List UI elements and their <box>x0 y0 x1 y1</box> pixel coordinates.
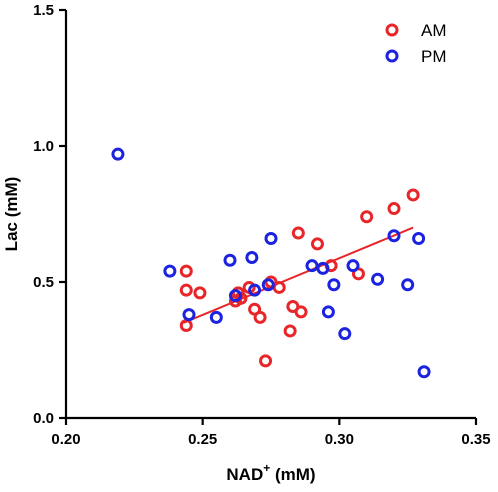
am-data-point <box>179 283 193 297</box>
pm-data-point <box>316 261 330 275</box>
pm-data-point <box>338 327 352 341</box>
y-axis-title: Lac (mM) <box>2 177 21 252</box>
am-data-point <box>360 210 374 224</box>
am-data-point <box>283 324 297 338</box>
pm-data-point <box>261 278 275 292</box>
am-data-point <box>406 188 420 202</box>
y-tick-label: 1.5 <box>33 2 54 19</box>
ticks: 0.20 0.25 0.30 0.35 0.0 0.5 1.0 1.5 <box>33 2 490 448</box>
am-data-point <box>272 280 286 294</box>
am-fit-line <box>183 226 414 324</box>
pm-data-point <box>223 253 237 267</box>
am-data-point <box>310 237 324 251</box>
pm-data-point <box>228 289 242 303</box>
x-tick-label: 0.20 <box>51 431 80 448</box>
x-axis-title-unit: (mM) <box>270 465 315 484</box>
pm-data-point <box>371 272 385 286</box>
y-tick-label: 0.0 <box>33 410 54 427</box>
y-tick-label: 1.0 <box>33 138 54 155</box>
am-data-point <box>291 226 305 240</box>
legend-am-label: AM <box>421 21 447 40</box>
legend-pm-label: PM <box>421 47 447 66</box>
points <box>111 147 431 379</box>
pm-data-point <box>163 264 177 278</box>
pm-data-point <box>248 283 262 297</box>
pm-data-point <box>264 231 278 245</box>
pm-data-point <box>346 259 360 273</box>
fit-line-group <box>183 226 414 324</box>
pm-data-point <box>417 365 431 379</box>
am-data-point <box>387 202 401 216</box>
pm-data-point <box>401 278 415 292</box>
pm-data-point <box>209 310 223 324</box>
x-tick-label: 0.25 <box>188 431 217 448</box>
pm-data-point <box>111 147 125 161</box>
x-axis-title-superscript: + <box>263 461 270 475</box>
am-data-point <box>179 264 193 278</box>
pm-data-point <box>305 259 319 273</box>
legend: AM PM <box>385 21 447 66</box>
pm-data-point <box>321 305 335 319</box>
am-data-point <box>179 319 193 333</box>
axes <box>64 10 476 420</box>
x-tick-label: 0.35 <box>461 431 490 448</box>
pm-data-point <box>182 308 196 322</box>
am-data-point <box>294 305 308 319</box>
pm-data-point <box>387 229 401 243</box>
pm-data-point <box>327 278 341 292</box>
y-tick-label: 0.5 <box>33 274 54 291</box>
am-data-point <box>253 310 267 324</box>
legend-am-marker <box>385 23 399 37</box>
am-data-point <box>193 286 207 300</box>
am-data-point <box>259 354 273 368</box>
pm-data-point <box>245 251 259 265</box>
x-axis-title: NAD+ (mM) <box>226 461 315 484</box>
x-tick-label: 0.30 <box>325 431 354 448</box>
pm-data-point <box>412 231 426 245</box>
x-axis-title-base: NAD <box>226 465 263 484</box>
legend-pm-marker <box>385 49 399 63</box>
